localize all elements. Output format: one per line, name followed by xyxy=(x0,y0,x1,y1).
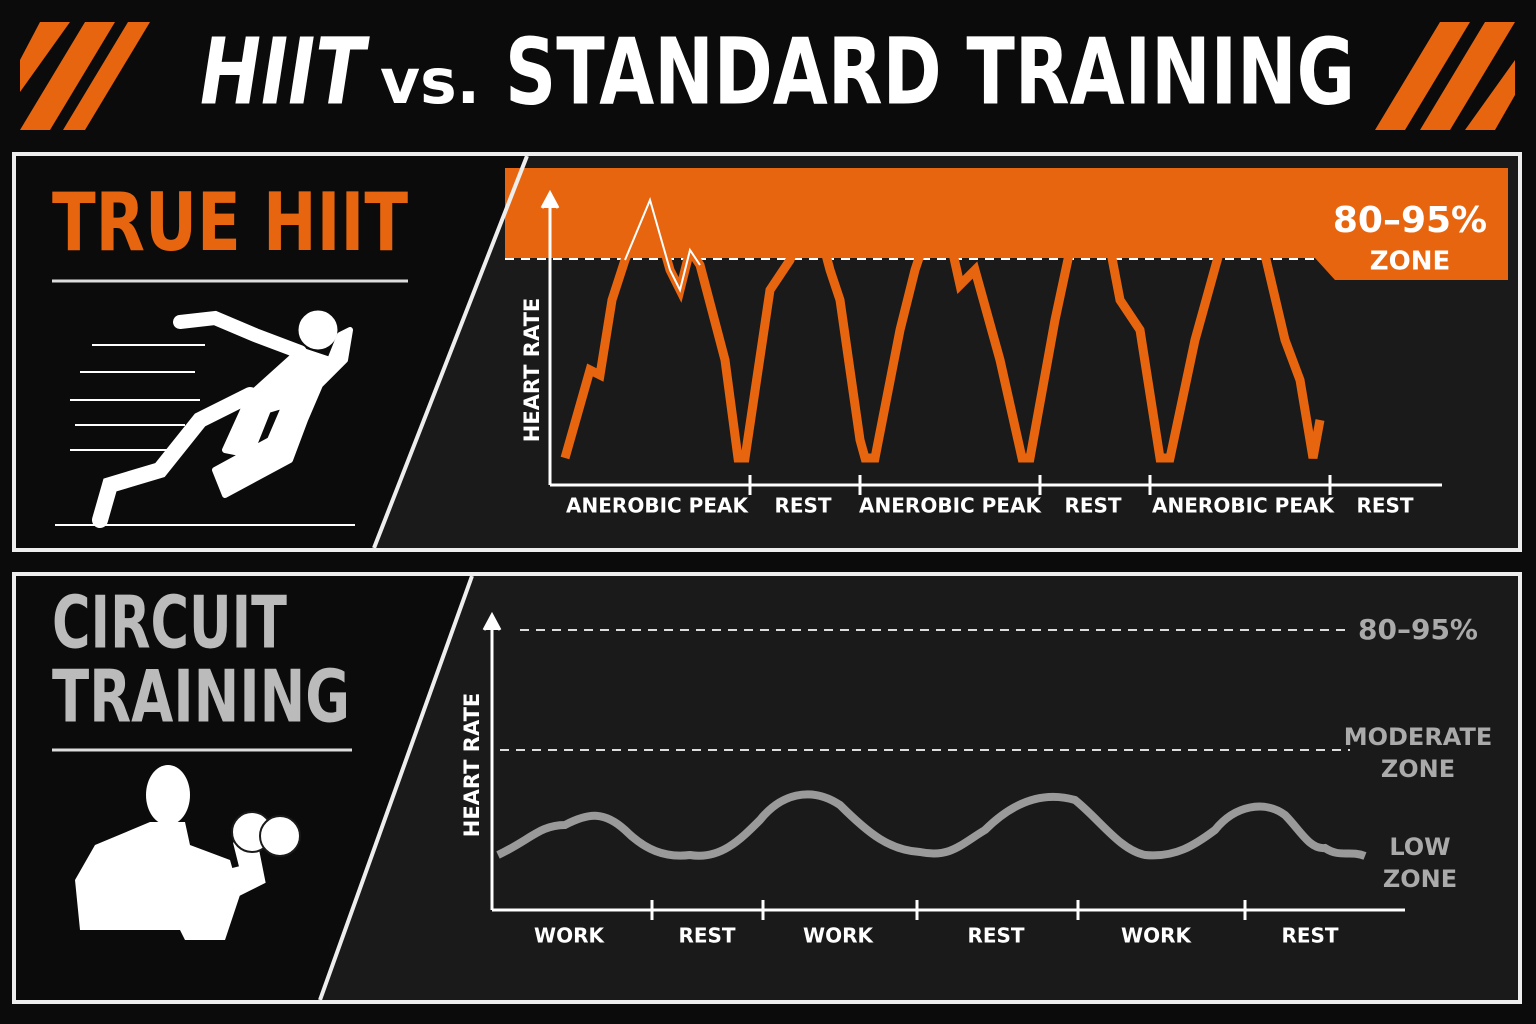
phase-label: WORK xyxy=(534,924,605,948)
title-hiit: HIIT xyxy=(200,18,370,125)
hiit-line-highlight xyxy=(624,196,701,293)
phase-label: WORK xyxy=(803,924,874,948)
phase-label: REST xyxy=(774,494,831,518)
phase-label: ANEROBIC PEAK xyxy=(1152,494,1335,518)
phase-label: REST xyxy=(678,924,735,948)
panel-title: TRUE HIIT xyxy=(52,176,408,269)
phase-label: REST xyxy=(1356,494,1413,518)
axis-label: HEART RATE xyxy=(460,693,484,838)
axes xyxy=(540,189,1442,495)
zone-label: 80–95% xyxy=(1333,200,1487,241)
phase-label: REST xyxy=(1281,924,1338,948)
lifter-icon xyxy=(75,765,301,940)
panel-circuit: CIRCUIT TRAINING xyxy=(12,572,1522,1004)
phase-label: WORK xyxy=(1121,924,1192,948)
panel-title: CIRCUIT xyxy=(52,581,287,665)
phase-label: ANEROBIC PEAK xyxy=(859,494,1042,518)
title-vs: vs. xyxy=(380,45,480,118)
zone-label: MODERATE xyxy=(1344,723,1493,751)
circuit-line xyxy=(496,790,1367,860)
runner-icon xyxy=(55,310,355,528)
zone-label: LOW xyxy=(1389,833,1450,861)
stripes xyxy=(20,22,1515,130)
zone-label: 80–95% xyxy=(1358,613,1478,646)
axes xyxy=(482,611,1405,920)
panel-hiit: TRUE HIIT xyxy=(12,152,1522,552)
phase-label: ANEROBIC PEAK xyxy=(566,494,749,518)
axis-label: HEART RATE xyxy=(520,298,544,443)
phase-label: REST xyxy=(1064,494,1121,518)
panel-title: TRAINING xyxy=(52,655,350,739)
zone-label: ZONE xyxy=(1370,247,1450,277)
zone-label: ZONE xyxy=(1383,865,1457,893)
title-standard: STANDARD TRAINING xyxy=(505,18,1355,125)
phase-label: REST xyxy=(967,924,1024,948)
zone-label: ZONE xyxy=(1381,755,1455,783)
